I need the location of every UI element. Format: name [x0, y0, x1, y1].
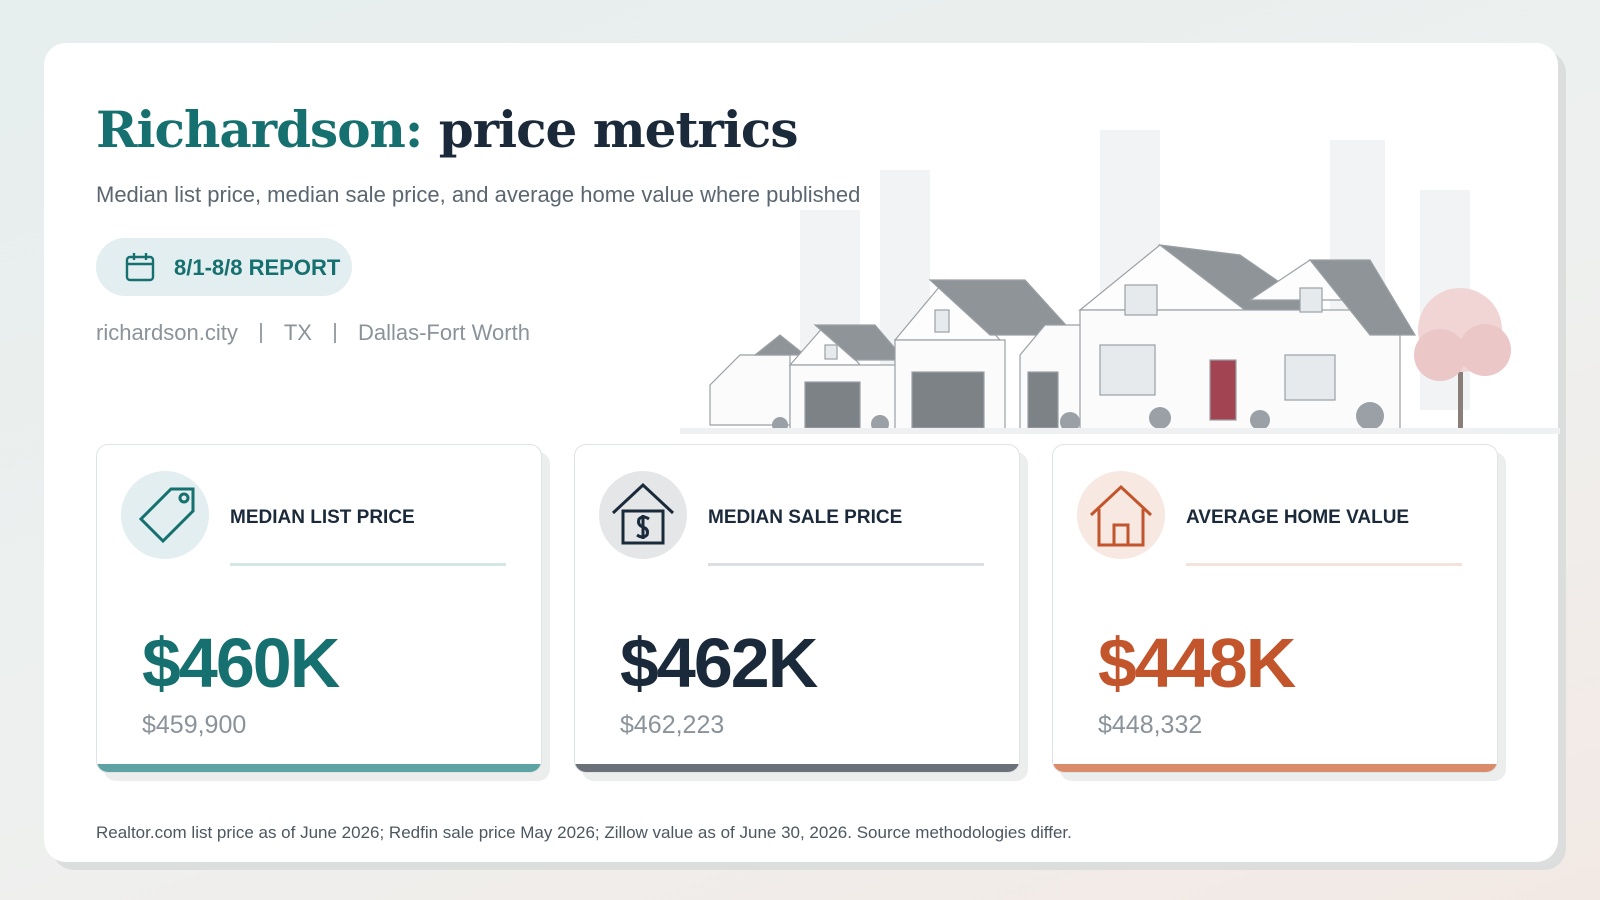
- house-dollar-icon: [611, 482, 675, 545]
- title-place: Richardson:: [96, 100, 423, 159]
- icon-circle: [599, 471, 687, 559]
- title: Richardson: price metrics: [96, 100, 798, 159]
- footer-note: Realtor.com list price as of June 2026; …: [96, 823, 1072, 842]
- meta-item: richardson.city: [96, 320, 238, 345]
- card-exact: $459,900: [142, 711, 247, 739]
- card-value: $462K: [620, 624, 818, 702]
- metric-card: AVERAGE HOME VALUE $448K $448,332: [1052, 444, 1498, 773]
- card-value: $460K: [142, 624, 340, 702]
- card-label: AVERAGE HOME VALUE: [1186, 507, 1410, 528]
- calendar-icon: [125, 253, 155, 282]
- divider: [1186, 563, 1462, 566]
- title-rest: price metrics: [438, 100, 799, 159]
- subtitle: Median list price, median sale price, an…: [96, 182, 861, 207]
- accent-bar: [575, 764, 1019, 772]
- meta: richardson.city TX Dallas-Fort Worth: [96, 320, 530, 346]
- card-label: MEDIAN SALE PRICE: [708, 507, 903, 528]
- divider: [230, 563, 506, 566]
- icon-circle: [121, 471, 209, 559]
- card-value: $448K: [1098, 624, 1296, 702]
- badge-text: 8/1-8/8 REPORT: [174, 255, 341, 280]
- accent-bar: [1053, 764, 1497, 772]
- card-exact: $448,332: [1098, 711, 1203, 739]
- house-illustration: [680, 130, 1560, 434]
- tag-icon: [138, 487, 195, 544]
- meta-item: TX: [283, 320, 312, 345]
- metric-card: MEDIAN LIST PRICE $460K $459,900: [96, 444, 542, 773]
- separator: [259, 323, 262, 343]
- separator: [333, 323, 336, 343]
- metric-card: MEDIAN SALE PRICE $462K $462,223: [574, 444, 1020, 773]
- card-label: MEDIAN LIST PRICE: [230, 507, 415, 528]
- divider: [708, 563, 984, 566]
- card-exact: $462,223: [620, 711, 725, 739]
- accent-bar: [97, 764, 541, 772]
- home-icon: [1089, 484, 1153, 547]
- report-badge: 8/1-8/8 REPORT: [96, 238, 352, 296]
- icon-circle: [1077, 471, 1165, 559]
- meta-item: Dallas-Fort Worth: [357, 320, 530, 345]
